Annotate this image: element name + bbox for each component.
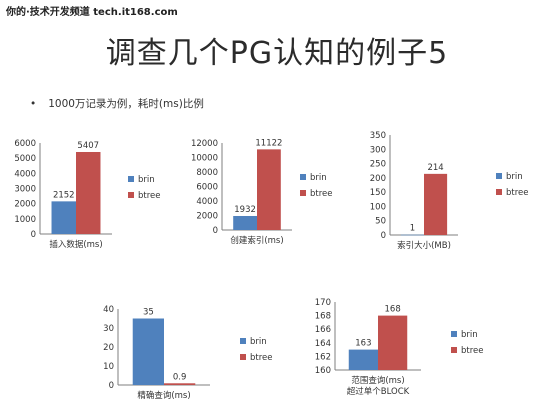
legend-label-brin: brin bbox=[506, 172, 523, 182]
data-label-btree: 11122 bbox=[255, 138, 282, 148]
data-label-brin: 35 bbox=[143, 308, 154, 318]
y-tick-label: 10 bbox=[103, 362, 114, 372]
y-tick-label: 162 bbox=[315, 352, 331, 362]
bar-brin bbox=[51, 201, 76, 234]
y-tick-label: 2000 bbox=[196, 212, 218, 222]
legend-label-btree: btree bbox=[310, 189, 333, 199]
data-label-brin: 2152 bbox=[53, 190, 75, 200]
legend-swatch-brin bbox=[451, 331, 457, 337]
data-label-brin: 1 bbox=[410, 224, 415, 234]
y-tick-label: 4000 bbox=[196, 197, 218, 207]
data-label-btree: 214 bbox=[427, 163, 443, 173]
x-axis-label: 超过单个BLOCK bbox=[347, 386, 410, 397]
y-tick-label: 40 bbox=[103, 305, 114, 315]
legend-label-btree: btree bbox=[138, 191, 161, 201]
chart-insert: 0 1000 2000 3000 4000 5000 6000 2152 5407 插入数据(ms… bbox=[14, 139, 161, 250]
y-tick-label: 100 bbox=[370, 202, 386, 212]
watermark-text: 你的·技术开发频道 tech.it168.com bbox=[6, 7, 178, 18]
bar-btree bbox=[257, 149, 281, 230]
chart-exact-query: 0 10 20 30 40 35 0.9 精确查询(ms) brin btree bbox=[103, 305, 273, 401]
y-tick-label: 168 bbox=[315, 312, 331, 322]
legend-swatch-btree bbox=[128, 192, 134, 198]
x-axis-label: 插入数据(ms) bbox=[49, 239, 102, 250]
data-label-btree: 5407 bbox=[77, 141, 99, 151]
bar-brin bbox=[132, 318, 164, 385]
y-tick-label: 0 bbox=[381, 231, 386, 241]
legend-label-btree: btree bbox=[506, 188, 529, 198]
y-tick-label: 4000 bbox=[14, 169, 36, 179]
bar-brin bbox=[400, 234, 424, 236]
bar-brin bbox=[233, 215, 257, 230]
y-tick-label: 12000 bbox=[191, 139, 218, 149]
y-tick-label: 8000 bbox=[196, 168, 218, 178]
bar-btree bbox=[424, 173, 448, 235]
legend-swatch-btree bbox=[300, 190, 306, 196]
legend-swatch-brin bbox=[496, 173, 502, 179]
y-tick-label: 350 bbox=[370, 131, 386, 141]
x-axis-label: 范围查询(ms) bbox=[351, 375, 404, 386]
x-axis-label: 创建索引(ms) bbox=[230, 235, 283, 246]
legend-swatch-btree bbox=[451, 347, 457, 353]
bullet-dot: • bbox=[30, 98, 37, 110]
y-tick-label: 170 bbox=[315, 298, 331, 308]
bullet-line: • 1000万记录为例，耗时(ms)比例 bbox=[30, 96, 204, 111]
y-tick-label: 20 bbox=[103, 343, 114, 353]
y-tick-label: 160 bbox=[315, 366, 331, 376]
y-tick-label: 164 bbox=[315, 339, 331, 349]
legend-swatch-brin bbox=[128, 176, 134, 182]
y-tick-label: 0 bbox=[109, 381, 114, 391]
legend-label-brin: brin bbox=[138, 175, 155, 185]
y-tick-label: 30 bbox=[103, 324, 114, 334]
chart-index-size: 0 50 100 150 200 250 300 350 1 214 索引大小(MB) brin btr… bbox=[370, 131, 529, 251]
x-axis-label: 精确查询(ms) bbox=[137, 390, 190, 401]
y-tick-label: 10000 bbox=[191, 154, 218, 164]
y-tick-label: 50 bbox=[375, 217, 386, 227]
legend-swatch-brin bbox=[300, 174, 306, 180]
legend-label-btree: btree bbox=[461, 346, 484, 356]
legend-label-btree: btree bbox=[250, 353, 273, 363]
x-axis-label: 索引大小(MB) bbox=[397, 240, 451, 251]
legend-label-brin: brin bbox=[461, 330, 478, 340]
y-tick-label: 6000 bbox=[14, 139, 36, 149]
data-label-brin: 1932 bbox=[234, 205, 256, 215]
bar-brin bbox=[348, 349, 378, 370]
bar-btree bbox=[76, 151, 101, 234]
chart-create-index: 0 2000 4000 6000 8000 10000 12000 1932 11122 创建索引… bbox=[191, 138, 333, 246]
chart-range-query: 160 162 164 166 168 170 163 168 范围查询(ms)超过单个BLOC… bbox=[315, 298, 484, 397]
legend-swatch-btree bbox=[496, 189, 502, 195]
y-tick-label: 3000 bbox=[14, 185, 36, 195]
data-label-btree: 0.9 bbox=[173, 372, 187, 382]
slide-title: 调查几个PG认知的例子5 bbox=[105, 36, 449, 71]
bar-btree bbox=[378, 315, 408, 370]
legend-label-brin: brin bbox=[250, 337, 267, 347]
y-tick-label: 5000 bbox=[14, 154, 36, 164]
y-tick-label: 200 bbox=[370, 174, 386, 184]
y-tick-label: 1000 bbox=[14, 215, 36, 225]
y-tick-label: 250 bbox=[370, 160, 386, 170]
bar-btree bbox=[164, 383, 196, 385]
y-tick-label: 300 bbox=[370, 145, 386, 155]
data-label-btree: 168 bbox=[385, 305, 401, 315]
y-tick-label: 166 bbox=[315, 325, 331, 335]
y-tick-label: 150 bbox=[370, 188, 386, 198]
y-tick-label: 0 bbox=[31, 230, 36, 240]
legend-swatch-btree bbox=[240, 354, 246, 360]
legend-label-brin: brin bbox=[310, 173, 327, 183]
data-label-brin: 163 bbox=[355, 339, 371, 349]
legend-swatch-brin bbox=[240, 338, 246, 344]
bullet-text: 1000万记录为例，耗时(ms)比例 bbox=[48, 98, 204, 110]
y-tick-label: 2000 bbox=[14, 200, 36, 210]
y-tick-label: 6000 bbox=[196, 183, 218, 193]
y-tick-label: 0 bbox=[213, 226, 218, 236]
